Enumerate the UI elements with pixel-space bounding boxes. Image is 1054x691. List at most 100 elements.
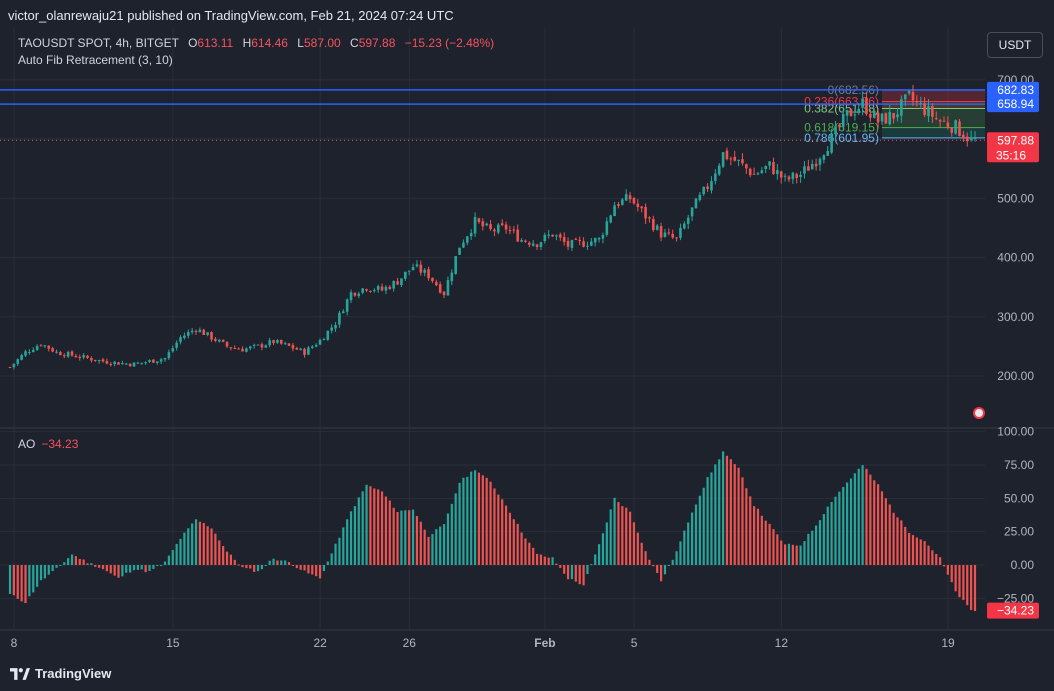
ao-bar xyxy=(818,520,822,565)
ao-bar xyxy=(970,565,973,611)
candle-body xyxy=(803,166,806,174)
candle-body xyxy=(597,238,601,240)
candle-body xyxy=(721,152,725,167)
ao-bar xyxy=(419,521,422,565)
ao-bar xyxy=(698,495,701,565)
candle-body xyxy=(291,345,295,349)
ao-marker-value: −34.23 xyxy=(997,604,1034,618)
ao-bar xyxy=(284,560,287,565)
ao-bar xyxy=(175,543,178,565)
ao-bar xyxy=(896,517,899,565)
tradingview-logo[interactable]: TradingView xyxy=(10,666,111,681)
fib-retracement: 0(682.56)0.236(663.36)0.382(651.38)0.618… xyxy=(0,83,985,145)
ao-bar xyxy=(764,520,767,565)
candle-body xyxy=(82,355,85,358)
candle-body xyxy=(965,136,969,142)
candle-body xyxy=(834,126,837,134)
axes: 700.00600.00500.00400.00300.00200.00100.… xyxy=(11,73,1039,650)
candle-body xyxy=(663,232,667,237)
ao-bar xyxy=(442,524,446,565)
ao-bar xyxy=(163,561,167,565)
low-value: 587.00 xyxy=(303,36,341,50)
candle-body xyxy=(473,217,477,234)
candle-body xyxy=(140,362,144,364)
ao-bar xyxy=(846,482,849,565)
ao-bar xyxy=(628,511,632,565)
symbol-name[interactable]: TAOUSDT SPOT, 4h, BITGET xyxy=(18,36,179,50)
candle-body xyxy=(396,281,399,285)
candle-body xyxy=(221,339,225,342)
ao-bar xyxy=(605,522,608,565)
candle-body xyxy=(772,162,775,175)
ao-bar xyxy=(927,545,930,565)
candle-body xyxy=(450,272,454,282)
ao-bar xyxy=(431,534,434,565)
ao-bar xyxy=(973,565,977,612)
ao-bar xyxy=(171,550,174,565)
ao-bar xyxy=(617,502,620,565)
candle-body xyxy=(20,355,23,360)
candle-body xyxy=(686,217,690,224)
candle-body xyxy=(384,286,388,291)
ao-tick-label: 0.00 xyxy=(1011,558,1035,572)
ao-bar xyxy=(311,565,314,575)
candle-body xyxy=(124,363,128,365)
ao-bar xyxy=(470,471,473,565)
ao-bar xyxy=(194,519,198,565)
ao-bar xyxy=(74,556,77,565)
candle-body xyxy=(752,173,756,175)
candle-body xyxy=(186,332,190,336)
ao-tick-label: −25.00 xyxy=(997,591,1034,605)
ao-bar xyxy=(532,547,535,565)
candle-body xyxy=(466,236,469,243)
candle-body xyxy=(671,233,675,238)
ao-bar xyxy=(752,506,756,565)
ao-bar xyxy=(504,505,508,565)
ao-bar xyxy=(683,530,686,565)
ao-bar xyxy=(563,565,566,574)
ao-bar xyxy=(384,496,388,565)
ao-bar xyxy=(756,508,760,565)
ao-bar xyxy=(466,476,469,565)
ao-bar xyxy=(113,565,116,576)
candle-body xyxy=(497,224,500,233)
ao-bar xyxy=(148,565,151,571)
candle-body xyxy=(547,234,550,236)
candle-body xyxy=(318,339,322,345)
ao-bar xyxy=(652,565,655,567)
fib-indicator-label[interactable]: Auto Fib Retracement (3, 10) xyxy=(18,53,173,67)
candle-body xyxy=(714,173,717,181)
ao-bar xyxy=(86,563,89,565)
ao-bar xyxy=(528,542,531,565)
candle-body xyxy=(694,198,698,209)
candle-body xyxy=(376,286,380,290)
fib-level-label: 0.618(619.15) xyxy=(804,121,879,135)
ao-bar xyxy=(706,477,709,565)
ao-bar xyxy=(253,565,256,572)
candle-body xyxy=(217,339,221,342)
candle-body xyxy=(233,348,237,350)
currency-button[interactable]: USDT xyxy=(987,32,1043,58)
ao-bar xyxy=(815,525,818,565)
ao-label[interactable]: AO xyxy=(18,437,36,451)
candle-body xyxy=(245,348,248,352)
ao-bar xyxy=(857,468,860,565)
candle-body xyxy=(404,271,407,279)
countdown-label: 35:16 xyxy=(996,148,1026,162)
candle-body xyxy=(171,348,175,352)
ao-bar xyxy=(675,551,678,565)
candle-body xyxy=(869,113,872,118)
candle-body xyxy=(489,224,492,230)
candle-body xyxy=(973,138,977,140)
ao-bar xyxy=(105,565,108,572)
ao-histogram xyxy=(8,451,977,612)
candle-body xyxy=(86,355,89,358)
candle-body xyxy=(252,344,256,346)
open-value: 613.11 xyxy=(197,36,234,50)
ao-bar xyxy=(214,533,217,565)
candle-body xyxy=(725,150,729,160)
ao-bar xyxy=(427,536,430,565)
candle-body xyxy=(326,330,330,340)
candle-body xyxy=(256,344,260,346)
